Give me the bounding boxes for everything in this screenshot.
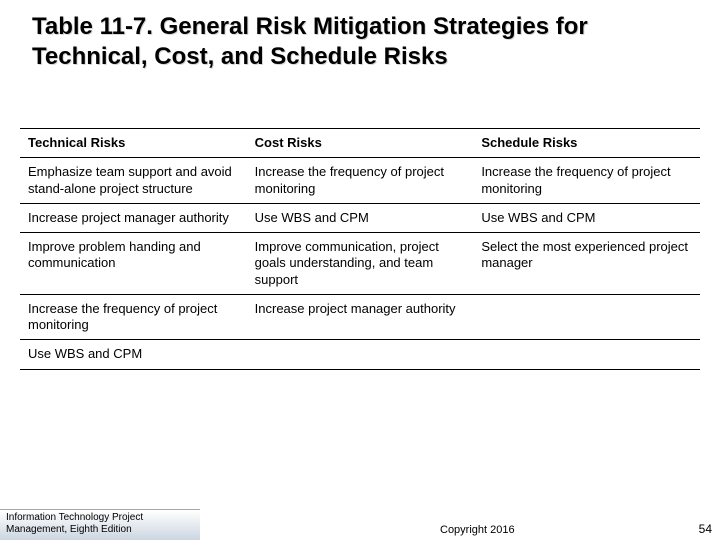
table-row: Increase project manager authority Use W…: [20, 203, 700, 232]
footer-page-number: 54: [699, 522, 712, 536]
footer-source-line2: Management, Eighth Edition: [6, 524, 132, 535]
risk-table-container: Technical Risks Cost Risks Schedule Risk…: [20, 128, 700, 370]
col-header-schedule: Schedule Risks: [473, 129, 700, 158]
footer-copyright: Copyright 2016: [440, 524, 515, 536]
slide-title: Table 11-7. General Risk Mitigation Stra…: [32, 12, 660, 72]
slide: Table 11-7. General Risk Mitigation Stra…: [0, 0, 720, 540]
footer-source: Information Technology Project Managemen…: [6, 512, 143, 536]
col-header-technical: Technical Risks: [20, 129, 247, 158]
table-header-row: Technical Risks Cost Risks Schedule Risk…: [20, 129, 700, 158]
cell: Improve problem handing and communicatio…: [20, 233, 247, 295]
footer-source-line1: Information Technology Project: [6, 512, 143, 523]
table-row: Improve problem handing and communicatio…: [20, 233, 700, 295]
cell: Use WBS and CPM: [247, 203, 474, 232]
cell: Increase project manager authority: [20, 203, 247, 232]
cell: [473, 294, 700, 340]
cell: Use WBS and CPM: [473, 203, 700, 232]
cell: [247, 340, 474, 369]
cell: Increase the frequency of project monito…: [20, 294, 247, 340]
risk-table: Technical Risks Cost Risks Schedule Risk…: [20, 128, 700, 370]
cell: Increase the frequency of project monito…: [247, 158, 474, 204]
cell: Use WBS and CPM: [20, 340, 247, 369]
table-row: Emphasize team support and avoid stand-a…: [20, 158, 700, 204]
cell: Increase project manager authority: [247, 294, 474, 340]
cell: Select the most experienced project mana…: [473, 233, 700, 295]
cell: Emphasize team support and avoid stand-a…: [20, 158, 247, 204]
table-row: Use WBS and CPM: [20, 340, 700, 369]
col-header-cost: Cost Risks: [247, 129, 474, 158]
cell: Improve communication, project goals und…: [247, 233, 474, 295]
cell: Increase the frequency of project monito…: [473, 158, 700, 204]
cell: [473, 340, 700, 369]
table-row: Increase the frequency of project monito…: [20, 294, 700, 340]
